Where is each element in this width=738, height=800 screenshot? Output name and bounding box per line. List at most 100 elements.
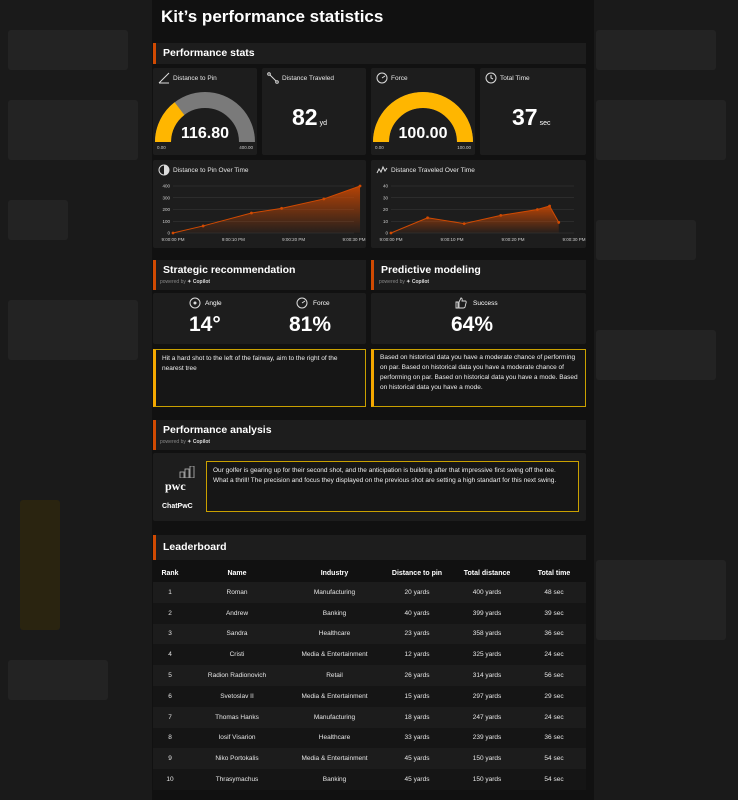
y-tick-label: 10 [383, 219, 389, 224]
total-time-label: Total Time [500, 75, 530, 82]
thumbs-up-icon [455, 297, 467, 309]
distance-traveled-value: 82 yd [292, 104, 327, 130]
x-tick-label: 9:00:10 PM [222, 237, 245, 242]
x-tick-label: 9:00:30 PM [342, 237, 365, 242]
table-row: 5 Radion Radionovich Retail 26 yards 314 yar… [153, 665, 586, 686]
data-point [358, 184, 362, 188]
distance-traveled-label: Distance Traveled [282, 75, 335, 82]
cell-total-distance: 358 yards [452, 623, 522, 645]
cell-distance-to-pin: 18 yards [382, 706, 452, 728]
predictive-heading: Predictive modeling [381, 264, 481, 276]
force-label: Force [391, 75, 408, 82]
cell-rank: 2 [153, 602, 187, 624]
copilot-logo-icon: ✦ [187, 439, 193, 445]
cell-rank: 9 [153, 748, 187, 770]
column-distance-to-pin[interactable]: Distance to pin [391, 570, 443, 577]
data-point [426, 216, 429, 220]
cell-total-distance: 325 yards [452, 644, 522, 666]
analysis-heading-box: Performance analysis [153, 420, 586, 450]
total-time-card: Total Time 37 sec [480, 68, 586, 155]
data-point [171, 231, 175, 235]
strategic-recommendation-text: Hit a hard shot to the left of the fairw… [153, 349, 366, 407]
success-label: Success [473, 300, 498, 307]
distance-traveled-chart: 40 30 20 10 09:00:00 PM 9:00:10 PM 9:00:20 PM 9… [379, 184, 585, 243]
speedometer-icon [296, 297, 308, 309]
cell-distance-to-pin: 23 yards [382, 623, 452, 645]
cell-name: Cristi [187, 644, 287, 666]
success-value: 64% [451, 313, 494, 336]
data-point [201, 224, 205, 228]
cell-industry: Media & Entertainment [287, 685, 382, 707]
cell-total-distance: 150 yards [452, 748, 522, 770]
cell-name: Roman [187, 582, 287, 603]
distance-to-pin-min: 0.00 [157, 145, 166, 150]
cell-rank: 8 [153, 727, 187, 749]
table-row: 6 Svetoslav II Media & Entertainment 15 yar… [153, 685, 586, 707]
cell-name: Iosif Visarion [187, 727, 287, 749]
distance-to-pin-gauge [155, 92, 255, 143]
y-tick-label: 30 [383, 195, 389, 200]
column-total-time[interactable]: Total time [537, 570, 571, 577]
data-point [557, 221, 561, 224]
cell-industry: Healthcare [287, 623, 382, 645]
cell-distance-to-pin: 15 yards [382, 685, 452, 707]
table-row: 3 Sandra Healthcare 23 yards 358 yards 36 sec [153, 623, 586, 645]
table-row: 9 Niko Portokalis Media & Entertainment 45 … [153, 748, 586, 770]
cell-total-distance: 247 yards [452, 706, 522, 728]
cell-distance-to-pin: 45 yards [382, 769, 452, 790]
chart1-title: Distance to Pin Over Time [173, 167, 249, 174]
y-tick-label: 300 [162, 195, 170, 200]
data-point [389, 231, 393, 235]
predictive-metrics-card: Success 64% [371, 293, 586, 344]
cell-distance-to-pin: 33 yards [382, 727, 452, 749]
table-row: 2 Andrew Banking 40 yards 399 yards 39 sec [153, 602, 586, 624]
strategic-powered: powered by ✦ Copilot [160, 279, 211, 285]
cell-industry: Banking [287, 602, 382, 624]
distance-traveled-chart-card: Distance Traveled Over Time 40 30 20 10 0 9:0… [371, 160, 586, 248]
background-right [586, 0, 738, 800]
chart2-title: Distance Traveled Over Time [391, 167, 475, 174]
cell-industry: Manufacturing [287, 706, 382, 728]
data-point [280, 206, 283, 210]
data-point [462, 222, 466, 225]
predictive-powered: powered by ✦ Copilot [379, 279, 430, 285]
chatpwc-logo: pwc ChatPwC [162, 462, 206, 512]
strategic-heading-box: Strategic recommendation [153, 260, 366, 290]
strategic-metrics-card: Angle 14° Force 81% [153, 293, 366, 344]
table-row: 8 Iosif Visarion Healthcare 33 yards 239 yar… [153, 727, 586, 749]
cell-name: Svetoslav II [187, 685, 287, 707]
column-rank[interactable]: Rank [161, 570, 179, 577]
y-tick-label: 400 [162, 184, 170, 189]
cell-name: Radion Radionovich [187, 665, 287, 686]
data-point [322, 197, 326, 201]
cell-rank: 3 [153, 623, 187, 645]
cell-total-distance: 297 yards [452, 685, 522, 707]
cell-total-time: 54 sec [522, 748, 586, 770]
predictive-heading-box: Predictive modeling [371, 260, 586, 290]
column-name[interactable]: Name [227, 570, 247, 577]
page-title: Kit’s performance statistics [161, 7, 384, 26]
cell-industry: Manufacturing [287, 582, 382, 603]
distance-to-pin-max: 400.00 [239, 145, 253, 150]
column-total-distance[interactable]: Total distance [463, 570, 511, 577]
distance-to-pin-value: 116.80 [180, 125, 230, 142]
cell-total-time: 39 sec [522, 602, 586, 624]
cell-total-distance: 239 yards [452, 727, 522, 749]
y-tick-label: 100 [162, 219, 170, 224]
dashboard-page: Kit’s performance statistics Performance… [152, 0, 594, 800]
x-tick-label: 9:00:20 PM [501, 237, 524, 242]
predictive-modeling-text: Based on historical data you have a mode… [371, 349, 586, 407]
cell-distance-to-pin: 26 yards [382, 665, 452, 686]
cell-total-time: 36 sec [522, 727, 586, 749]
cell-name: Thrasymachus [187, 769, 287, 790]
cell-total-time: 24 sec [522, 644, 586, 666]
cell-total-distance: 150 yards [452, 769, 522, 790]
column-industry[interactable]: Industry [320, 570, 349, 577]
series-area [173, 186, 361, 233]
y-tick-label: 200 [162, 207, 170, 212]
force-rec-value: 81% [289, 313, 332, 336]
line-chart-icon [376, 165, 388, 174]
cell-rank: 5 [153, 665, 187, 686]
table-row: 4 Cristi Media & Entertainment 12 yards 325 … [153, 644, 586, 666]
cell-industry: Retail [287, 665, 382, 686]
